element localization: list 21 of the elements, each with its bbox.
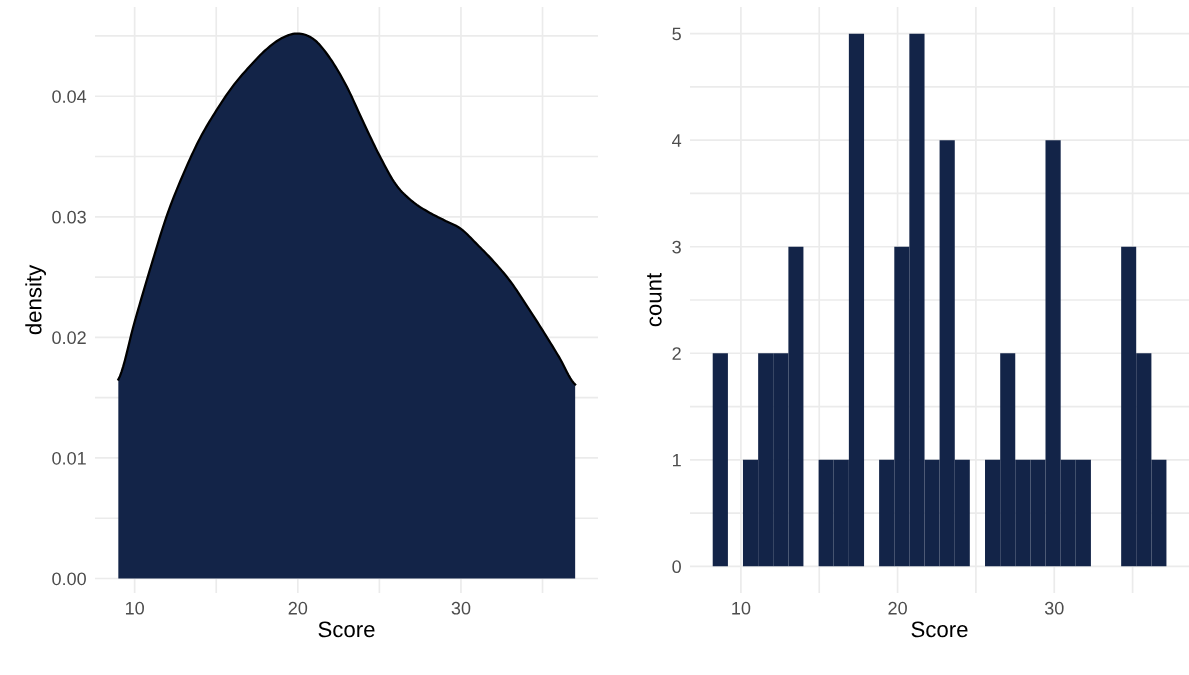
y-tick-label: 0.04 (52, 90, 87, 103)
x-tick-label: 30 (1044, 601, 1064, 615)
y-tick-label: 2 (672, 347, 681, 360)
x-tick-label: 10 (732, 601, 751, 615)
y-tick-label: 0 (672, 560, 681, 574)
y-axis-title: density (25, 264, 46, 335)
y-axis-title: count (647, 272, 662, 327)
y-tick-label: 0.03 (52, 210, 86, 224)
y-tick-label: 0.02 (52, 331, 86, 345)
y-tick-label: 1 (673, 453, 681, 467)
y-tick-label: 0.01 (52, 451, 86, 465)
y-tick-label: 5 (672, 27, 681, 41)
x-tick-label: 20 (288, 601, 308, 615)
y-tick-label: 4 (672, 134, 682, 147)
x-axis-title: Score (318, 621, 375, 638)
x-tick-label: 10 (125, 601, 144, 615)
x-tick-label: 30 (451, 601, 471, 615)
y-tick-label: 0.00 (52, 572, 86, 586)
x-tick-label: 20 (888, 601, 907, 615)
y-tick-label: 3 (672, 240, 681, 254)
x-axis-title: Score (911, 621, 968, 638)
